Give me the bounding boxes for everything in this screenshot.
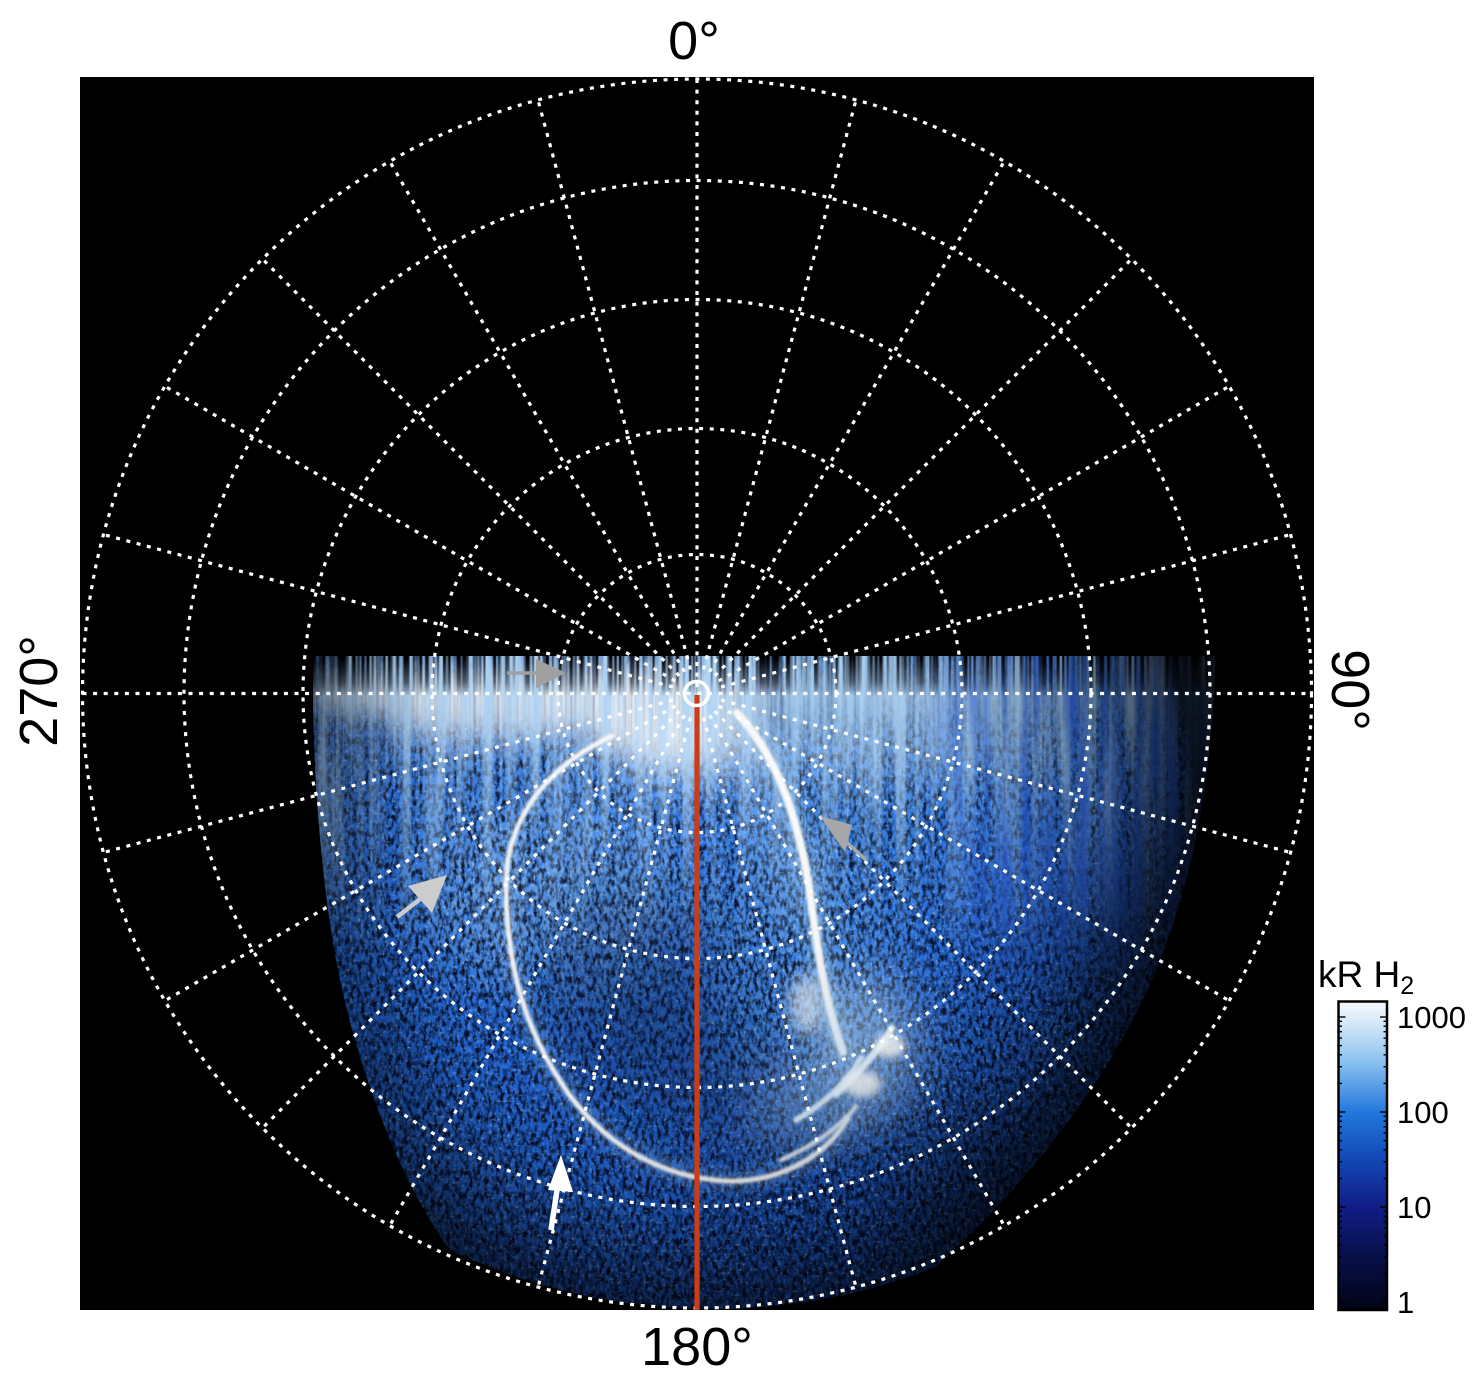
svg-text:kR H2: kR H2 xyxy=(1318,954,1414,1000)
svg-text:270°: 270° xyxy=(9,635,69,747)
svg-text:1000: 1000 xyxy=(1397,1000,1466,1035)
svg-text:10: 10 xyxy=(1397,1190,1431,1225)
svg-text:1: 1 xyxy=(1397,1285,1414,1320)
svg-text:90°: 90° xyxy=(1320,649,1380,731)
svg-text:100: 100 xyxy=(1397,1095,1449,1130)
svg-text:180°: 180° xyxy=(641,1317,753,1377)
svg-text:0°: 0° xyxy=(668,11,720,71)
